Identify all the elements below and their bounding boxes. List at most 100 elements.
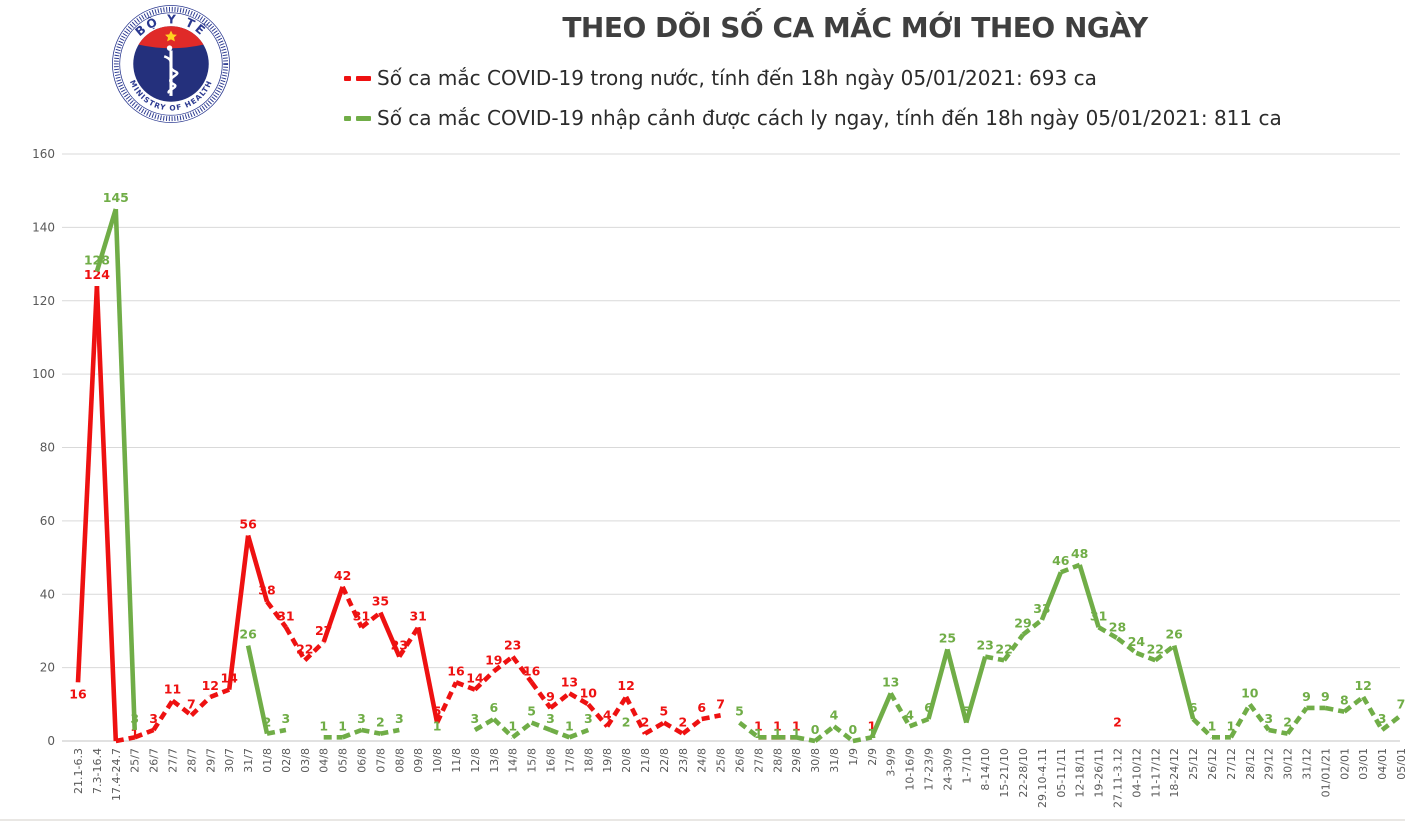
series-imported-segment [1342,695,1365,714]
y-axis-tick-label: 120 [32,294,55,308]
x-axis-tick-label: 17/8 [563,748,576,773]
data-point-label: 3 [149,711,158,726]
x-axis-tick-label: 04-10/12 [1130,748,1143,798]
series-imported-segment [511,720,534,740]
x-axis-tick-label: 22-28/10 [1017,748,1030,798]
data-point-label: 35 [372,594,389,609]
data-point-label: 3 [282,711,291,726]
data-point-label: 26 [239,627,257,642]
data-point-label: 1 [792,718,801,733]
data-point-label: 0 [849,722,858,737]
series-domestic-segment [283,626,307,662]
page-title: THEO DÕI SỐ CA MẮC MỚI THEO NGÀY [562,11,1148,44]
legend-domestic-dash-icon [344,75,351,81]
data-point-label: 56 [239,517,257,532]
series-imported-segment [795,735,816,744]
data-point-label: 5 [962,704,971,719]
x-axis-tick-label: 11/8 [450,748,463,773]
x-axis-tick-label: 31/8 [828,748,841,773]
series-domestic-segment [378,611,402,658]
series-domestic-segment [586,702,609,728]
series-imported-segment [473,716,495,732]
x-axis-tick-label: 10-16/9 [904,748,917,791]
x-axis-tick-label: 30/8 [809,748,822,773]
series-imported-segment [1191,717,1214,739]
series-imported-segment [1116,636,1138,655]
data-point-label: 128 [84,252,110,267]
y-axis-tick-label: 100 [32,367,55,381]
y-axis-tick-label: 140 [32,220,55,234]
legend-domestic-dash-icon [356,75,371,81]
data-point-label: 1 [754,726,763,741]
y-axis-tick-label: 160 [32,147,55,161]
data-point-label: 5 [527,704,536,719]
x-axis-tick-label: 31/7 [242,748,255,773]
x-axis-tick-label: 16/8 [545,748,558,773]
data-point-label: 4 [905,707,914,722]
x-axis-tick-label: 7.3-16.4 [91,748,104,794]
x-axis-tick-label: 04/8 [318,748,331,773]
x-axis-tick-label: 01/8 [261,748,274,773]
series-domestic-segment [643,720,666,736]
data-point-label: 16 [523,663,541,678]
series-imported-segment [1077,564,1101,628]
x-axis-tick-label: 27/7 [167,748,180,773]
data-point-label: 38 [258,583,275,598]
series-imported-segment [94,208,119,273]
legend-domestic: Số ca mắc COVID-19 trong nước, tính đến … [344,66,1097,90]
data-point-label: 27 [315,623,332,638]
y-axis-tick-label: 60 [40,514,55,528]
data-point-label: 0 [811,722,820,737]
series-imported-segment [1285,706,1309,736]
data-point-label: 22 [1147,641,1164,656]
series-domestic-segment [226,535,251,690]
x-axis-tick-label: 25/12 [1187,748,1200,780]
series-domestic-segment [321,586,345,643]
series-domestic-segment [397,626,421,658]
series-imported-segment [869,692,893,739]
series-domestic-segment [455,680,476,692]
series-imported-segment [113,208,137,731]
x-axis-tick-label: 03/01 [1357,748,1370,780]
y-axis-tick-label: 80 [40,441,55,455]
series-domestic-segment [209,687,231,700]
series-imported-segment [549,727,571,740]
data-point-label: 29 [1014,616,1031,631]
series-imported-segment [738,720,760,740]
x-axis-tick-label: 26/7 [148,748,161,773]
data-point-label: 46 [1052,553,1070,568]
series-imported-segment [266,727,287,736]
x-axis-tick-label: 25/7 [129,748,142,773]
data-point-label: 3 [357,711,366,726]
data-point-label: 2 [678,715,687,730]
logo-star-icon [165,30,177,42]
x-axis-tick-label: 17.4-24.7 [110,748,123,801]
x-axis-tick-label: 02/8 [280,748,293,773]
series-imported-segment [1153,643,1176,663]
series-domestic-segment [510,655,534,684]
series-domestic-segment [492,654,515,674]
series-domestic-segment [473,669,496,692]
data-point-label: 12 [1354,678,1371,693]
data-point-label: 22 [995,641,1012,656]
x-axis-tick-label: 20/8 [620,748,633,773]
data-point-label: 31 [277,608,294,623]
legend-imported-dash-icon [344,115,351,121]
x-axis-tick-label: 26/12 [1206,748,1219,780]
x-axis-tick-label: 21/8 [639,748,652,773]
series-imported-segment [1380,713,1403,732]
data-point-label: 1 [773,718,782,733]
x-axis-tick-label: 05-11/11 [1055,748,1068,798]
series-imported-segment [1228,703,1252,739]
legend-domestic-label: Số ca mắc COVID-19 trong nước, tính đến … [377,66,1097,90]
data-point-label: 3 [584,711,593,726]
data-point-label: 26 [1165,627,1183,642]
data-point-label: 124 [84,267,110,282]
logo-snake-icon [163,55,179,94]
legend-imported: Số ca mắc COVID-19 nhập cảnh được cách l… [344,106,1282,130]
x-axis-tick-label: 06/8 [356,748,369,773]
data-point-label: 6 [1189,700,1198,715]
data-point-label: 1 [130,726,139,741]
x-axis-tick-label: 31/12 [1301,748,1314,780]
series-domestic-segment [529,680,553,710]
